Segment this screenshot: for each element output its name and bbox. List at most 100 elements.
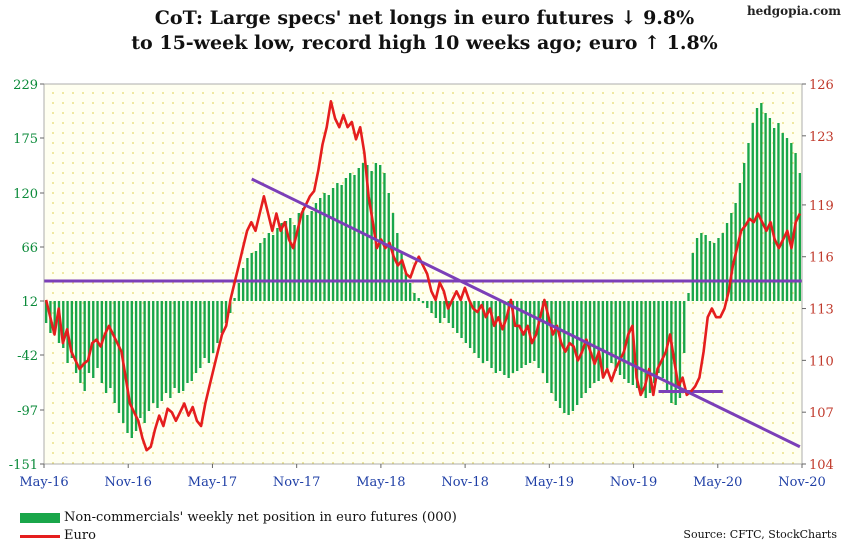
net-position-bar xyxy=(434,301,438,318)
net-position-bar xyxy=(447,301,450,323)
net-position-bar xyxy=(357,168,360,301)
net-position-bar xyxy=(477,301,480,358)
net-position-bar xyxy=(413,293,416,301)
net-position-bar xyxy=(678,301,682,398)
net-position-bar xyxy=(430,301,433,313)
net-position-bar xyxy=(661,301,664,378)
x-axis-label: Nov-17 xyxy=(273,475,320,490)
net-position-bar xyxy=(344,178,348,301)
net-position-bar xyxy=(310,211,313,301)
net-position-bar xyxy=(276,228,279,301)
net-position-bar xyxy=(738,183,742,301)
net-position-bar xyxy=(546,301,549,383)
net-position-bar xyxy=(104,301,108,393)
net-position-bar xyxy=(426,301,429,308)
net-position-bar xyxy=(730,213,733,301)
left-axis-label: 120 xyxy=(13,187,38,202)
net-position-bar xyxy=(417,298,420,301)
legend-item-positions: Non-commercials' weekly net position in … xyxy=(20,509,457,527)
net-position-bar xyxy=(379,165,382,301)
net-position-bar xyxy=(177,301,181,393)
net-position-bar xyxy=(306,215,309,301)
net-position-bar xyxy=(743,163,746,301)
x-axis-label: May-18 xyxy=(356,475,405,490)
net-position-bar xyxy=(597,301,600,381)
net-position-bar xyxy=(62,301,65,348)
net-position-bar xyxy=(644,301,647,398)
net-position-bar xyxy=(216,301,219,343)
net-position-bar xyxy=(323,193,326,301)
left-axis-label: 229 xyxy=(13,78,38,93)
net-position-bar xyxy=(190,301,193,381)
net-position-bar xyxy=(438,301,442,323)
chart-title: CoT: Large specs' net longs in euro futu… xyxy=(0,6,849,56)
net-position-bar xyxy=(653,301,656,383)
net-position-bar xyxy=(670,301,673,403)
net-position-bar xyxy=(618,301,622,375)
net-position-bar xyxy=(490,301,493,368)
net-position-bar xyxy=(44,301,48,323)
net-position-bar xyxy=(96,301,99,368)
net-position-bar xyxy=(400,253,403,301)
title-line-1: CoT: Large specs' net longs in euro futu… xyxy=(154,7,695,29)
net-position-bar xyxy=(421,301,425,303)
net-position-bar xyxy=(717,238,720,301)
net-position-bar xyxy=(83,301,86,391)
net-position-bar xyxy=(408,283,412,301)
net-position-bar xyxy=(404,273,408,301)
legend: Non-commercials' weekly net position in … xyxy=(20,509,457,545)
net-position-bar xyxy=(648,301,652,393)
net-position-bar xyxy=(199,301,202,368)
net-position-bar xyxy=(657,301,660,373)
net-position-bar xyxy=(87,301,91,373)
net-position-bar xyxy=(130,301,133,438)
net-position-bar xyxy=(113,301,116,403)
net-position-bar xyxy=(147,301,151,411)
net-position-bar xyxy=(79,301,82,383)
x-axis-label: Nov-16 xyxy=(104,475,151,490)
net-position-bar xyxy=(126,301,129,433)
net-position-bar xyxy=(751,123,754,301)
net-position-bar xyxy=(708,241,712,301)
net-position-bar xyxy=(383,173,386,301)
net-position-bar xyxy=(541,301,545,373)
legend-label-positions: Non-commercials' weekly net position in … xyxy=(64,510,457,525)
net-position-bar xyxy=(92,301,95,378)
net-position-bar xyxy=(331,188,335,301)
left-axis-label: -97 xyxy=(17,404,38,419)
source-note: Source: CFTC, StockCharts xyxy=(683,528,837,541)
net-position-bar xyxy=(550,301,553,393)
net-position-bar xyxy=(182,301,185,391)
right-axis-label: 126 xyxy=(809,78,834,93)
net-position-bar xyxy=(593,301,596,383)
net-position-bar xyxy=(443,301,446,318)
net-position-bar xyxy=(353,175,356,301)
net-position-bar xyxy=(186,301,189,383)
net-position-bar xyxy=(271,235,275,301)
net-position-bar xyxy=(396,233,399,301)
right-axis-label: 113 xyxy=(809,303,834,318)
net-position-bar xyxy=(460,301,463,338)
net-position-bar xyxy=(143,301,146,423)
net-position-bar xyxy=(284,221,288,301)
net-position-bar xyxy=(233,298,236,301)
net-position-bar xyxy=(473,301,476,353)
net-position-bar xyxy=(374,163,378,301)
net-position-bar xyxy=(614,301,617,371)
net-position-bar xyxy=(53,301,56,328)
net-position-bar xyxy=(721,233,724,301)
net-position-bar xyxy=(503,301,506,375)
net-position-bar xyxy=(207,301,211,363)
net-position-bar xyxy=(486,301,489,361)
net-position-bar xyxy=(627,301,630,383)
net-position-bar xyxy=(224,301,228,323)
net-position-bar xyxy=(139,301,142,418)
net-position-bar xyxy=(700,233,703,301)
net-position-bar xyxy=(533,301,536,361)
left-axis-label: 66 xyxy=(21,241,38,256)
net-position-bar xyxy=(524,301,527,365)
plot-frame xyxy=(43,83,803,465)
x-axis-label: May-20 xyxy=(693,475,742,490)
left-axis-label: -151 xyxy=(9,458,38,473)
